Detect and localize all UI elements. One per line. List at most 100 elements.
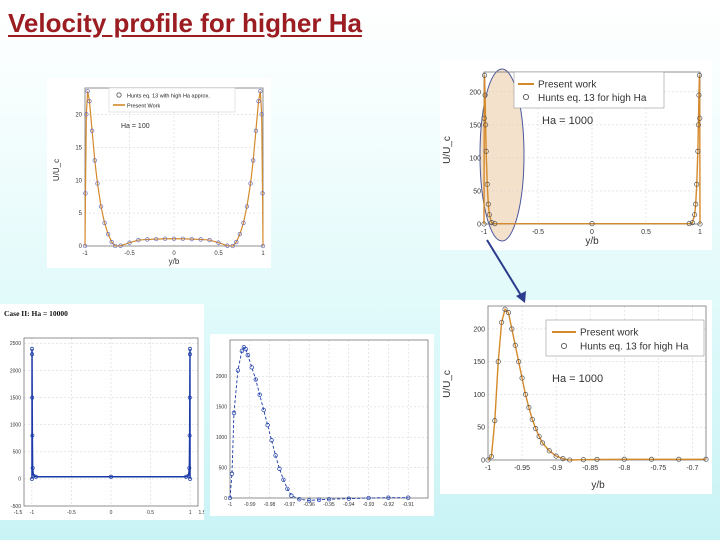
data-point — [482, 92, 488, 98]
y-tick-label: 100 — [473, 392, 485, 399]
y-tick-label: 150 — [469, 122, 481, 129]
data-point — [546, 448, 552, 454]
data-point — [695, 148, 701, 154]
data-point — [697, 221, 703, 227]
series-group — [82, 89, 266, 249]
data-point — [245, 353, 250, 358]
y-tick-label: 0 — [481, 457, 485, 464]
data-point — [188, 346, 192, 351]
chart-grid — [24, 338, 198, 507]
data-point — [229, 471, 235, 476]
x-tick-label: -0.98 — [264, 502, 276, 508]
data-point — [481, 115, 487, 121]
data-point — [483, 148, 489, 154]
data-point — [485, 201, 491, 207]
x-tick-label: 0.5 — [641, 229, 651, 236]
chart-annotation: Ha = 1000 — [552, 373, 603, 385]
data-point — [248, 181, 253, 186]
x-tick-label: -0.92 — [383, 502, 395, 508]
data-point — [98, 204, 104, 209]
data-point — [30, 352, 35, 357]
data-point — [261, 407, 266, 413]
chart-ha1000-zoom: 0 50 100 150 200 -1 -0.95 -0.9 -0.85 -0.8 -0.75 -0.… — [440, 300, 712, 494]
data-point — [187, 466, 192, 471]
data-point — [187, 433, 192, 438]
data-point — [386, 495, 391, 500]
data-point — [260, 191, 265, 196]
legend: Hunts eq. 13 with high Ha approx. Presen… — [108, 87, 236, 113]
data-point — [481, 72, 488, 78]
data-point — [406, 495, 411, 500]
chart-ha100: 0 5 10 15 20 -1 -0.5 0 0.5 1 U/U_c y/b Hunts eq. … — [47, 78, 271, 268]
data-point — [346, 496, 351, 501]
data-point — [485, 457, 491, 463]
data-point — [256, 99, 261, 104]
data-point — [621, 456, 627, 462]
data-point — [230, 243, 235, 249]
y-tick-label: 500 — [13, 450, 22, 456]
x-tick-label: -0.94 — [343, 502, 355, 508]
data-point — [495, 359, 501, 365]
data-point — [225, 243, 230, 248]
data-point — [676, 456, 682, 462]
y-tick-label: 1000 — [216, 435, 227, 441]
data-point — [499, 319, 505, 325]
data-point — [560, 456, 566, 462]
legend-entry: Present work — [580, 328, 639, 339]
chart-case2-zoom-svg: 0 500 1000 1500 2000 -1 -0.99 -0.98 -0.97 -0.96 -0… — [216, 339, 429, 508]
data-point — [273, 453, 278, 458]
data-point — [187, 352, 192, 357]
data-point — [253, 128, 259, 133]
data-point — [686, 221, 692, 227]
data-point — [239, 348, 245, 354]
x-tick-label: -0.9 — [550, 465, 562, 472]
x-tick-label: -0.95 — [323, 502, 335, 508]
data-point — [257, 392, 262, 397]
data-point — [693, 201, 699, 207]
data-point — [529, 416, 535, 422]
y-tick-label: 20 — [75, 112, 82, 118]
y-tick-label: 1500 — [216, 405, 227, 411]
data-point — [30, 433, 35, 438]
data-point — [289, 493, 294, 498]
series-group — [227, 345, 411, 503]
data-point — [154, 236, 159, 242]
legend-marker-hunt — [116, 92, 122, 98]
data-point — [113, 243, 118, 249]
data-point — [512, 342, 518, 348]
data-point — [536, 433, 542, 439]
data-point — [516, 359, 522, 365]
chart-ha1000-svg: 0 50 100 150 200 -1 -0.5 0 0.5 1 U/U_c y/b Presen… — [442, 68, 703, 247]
data-point — [259, 112, 264, 117]
x-tick-label: 1 — [698, 229, 702, 236]
x-tick-label: -1 — [30, 510, 35, 516]
data-point — [316, 497, 322, 502]
chart-title: Case II: Ha = 10000 — [4, 309, 68, 318]
data-point — [539, 440, 546, 446]
legend: Present work Hunts eq. 13 for high Ha — [513, 71, 665, 109]
y-tick-label: 500 — [219, 465, 228, 471]
series-line — [487, 307, 706, 461]
data-point — [33, 474, 38, 479]
x-tick-label: -1 — [481, 229, 487, 236]
data-point — [505, 310, 511, 316]
data-point — [366, 495, 371, 501]
chart-ha100-svg: 0 5 10 15 20 -1 -0.5 0 0.5 1 U/U_c y/b Hunts eq. … — [52, 87, 266, 266]
y-tick-label: 50 — [473, 188, 481, 195]
data-point — [489, 220, 495, 226]
data-point — [87, 99, 92, 104]
y-tick-label: 0 — [224, 496, 227, 502]
series-group — [481, 72, 703, 227]
legend-box — [513, 71, 665, 109]
data-point — [95, 181, 100, 186]
x-tick-label: -0.5 — [124, 251, 135, 257]
data-point — [84, 112, 89, 117]
data-point — [136, 237, 141, 243]
data-point — [198, 237, 203, 242]
data-point — [89, 128, 95, 133]
plot-frame — [229, 339, 429, 499]
data-point — [326, 497, 332, 502]
y-tick-label: 150 — [473, 359, 485, 366]
legend-entry: Hunts eq. 13 for high Ha — [580, 342, 689, 353]
y-tick-label: 15 — [75, 145, 82, 151]
